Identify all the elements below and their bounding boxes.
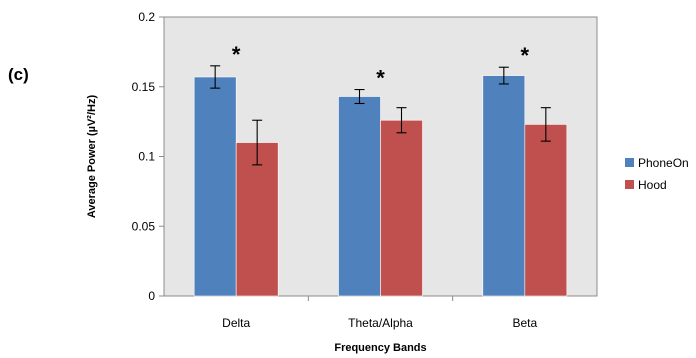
- significance-markers: * * *: [232, 42, 530, 91]
- bar-phoneon-theta-alpha: [338, 96, 381, 297]
- y-tick-label: 0.1: [138, 150, 155, 164]
- y-tick-label: 0.15: [132, 80, 156, 94]
- x-tick-label: Delta: [222, 316, 250, 330]
- y-axis: 0 0.05 0.1 0.15 0.2: [132, 10, 164, 303]
- bar-hood-delta: [235, 142, 279, 297]
- significance-star: *: [521, 43, 530, 68]
- x-tick-label: Theta/Alpha: [348, 316, 413, 330]
- y-tick-label: 0.05: [132, 219, 156, 233]
- panel-label: (c): [8, 65, 29, 84]
- bar-phoneon-delta: [193, 76, 237, 297]
- x-axis: Delta Theta/Alpha Beta: [222, 296, 538, 330]
- bar-phoneon-beta: [482, 75, 526, 297]
- y-tick-label: 0.2: [138, 10, 155, 24]
- y-axis-title: Average Power (µV²/Hz): [86, 95, 98, 219]
- legend-label-phoneon: PhoneOn: [638, 156, 689, 170]
- bar-hood-theta-alpha: [380, 119, 423, 297]
- legend-swatch-hood: [625, 180, 634, 189]
- y-tick-label: 0: [148, 289, 155, 303]
- significance-star: *: [376, 66, 385, 91]
- legend-swatch-phoneon: [625, 158, 634, 167]
- error-bars: [210, 65, 551, 166]
- bar-hood-beta: [524, 124, 568, 297]
- x-axis-title: Frequency Bands: [334, 342, 426, 354]
- bars: [193, 75, 568, 297]
- legend: PhoneOn Hood: [625, 156, 689, 192]
- significance-star: *: [232, 42, 241, 67]
- x-tick-label: Beta: [512, 316, 537, 330]
- legend-label-hood: Hood: [638, 178, 667, 192]
